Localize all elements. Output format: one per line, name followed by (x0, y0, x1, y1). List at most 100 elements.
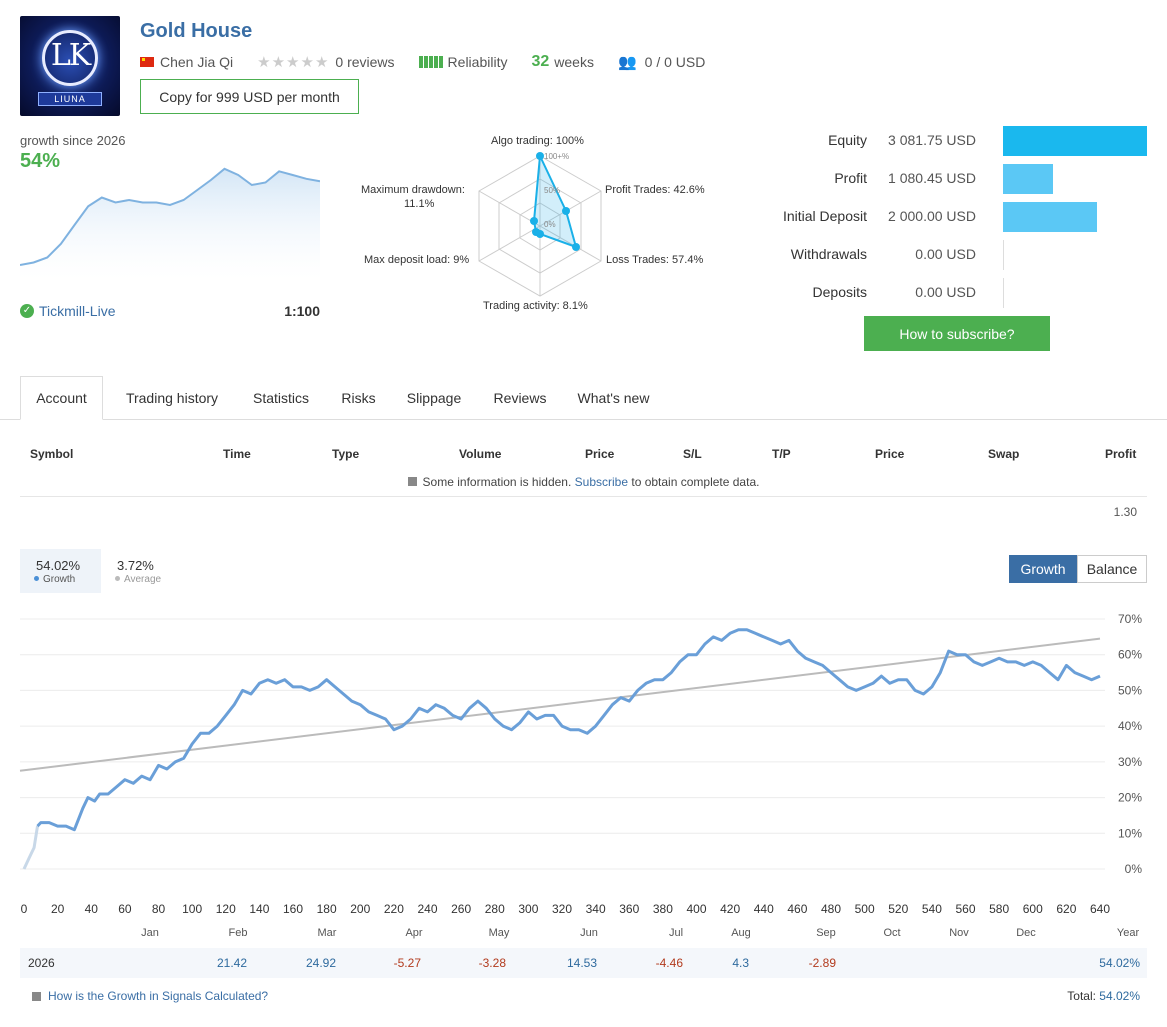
radar-label-deposit-load: Max deposit load: 9% (364, 254, 470, 266)
tab-account[interactable]: Account (20, 376, 103, 420)
average-legend: Average (115, 574, 161, 585)
x-tick-label: 580 (989, 902, 1009, 916)
tab-slippage[interactable]: Slippage (406, 390, 462, 406)
stat-value: 2 000.00 USD (888, 208, 976, 224)
footer-total-value: 54.02% (1099, 989, 1140, 1003)
column-header[interactable]: Swap (988, 447, 1020, 461)
logo-text: LK (50, 38, 91, 73)
x-tick-label: 380 (653, 902, 673, 916)
month-growth-value: 14.53 (566, 956, 597, 970)
tab-risks[interactable]: Risks (341, 390, 376, 406)
tab-reviews[interactable]: Reviews (493, 390, 547, 406)
tab-trading-history[interactable]: Trading history (125, 390, 219, 406)
signal-title[interactable]: Gold House (140, 20, 253, 42)
x-tick-label: 340 (586, 902, 606, 916)
radar-point-algo[interactable] (536, 152, 544, 160)
x-tick-label: 520 (888, 902, 908, 916)
x-tick-label: 200 (350, 902, 370, 916)
y-tick-label: 30% (1118, 755, 1142, 769)
column-header[interactable]: Profit (1105, 447, 1137, 461)
stat-label: Initial Deposit (782, 208, 867, 224)
stat-value: 3 081.75 USD (888, 132, 976, 148)
x-tick-label: 140 (249, 902, 269, 916)
x-tick-label: 160 (283, 902, 303, 916)
growth-summary-box[interactable]: 54.02% Growth (20, 549, 101, 593)
stat-label: Deposits (812, 284, 867, 300)
month-growth-value: -4.46 (655, 956, 683, 970)
average-line (19, 637, 1101, 772)
how-to-subscribe-button[interactable]: How to subscribe? (864, 316, 1050, 351)
table-total-profit: 1.30 (1113, 505, 1137, 519)
x-tick-label: 460 (787, 902, 807, 916)
broker[interactable]: ✓ Tickmill-Live (20, 303, 115, 319)
radar-scale-50: 50% (544, 186, 561, 195)
y-tick-label: 40% (1118, 719, 1142, 733)
month-header: Nov (949, 927, 969, 939)
stat-label: Withdrawals (790, 246, 867, 262)
x-tick-label: 0 (21, 902, 28, 916)
month-growth-value: 21.42 (216, 956, 247, 970)
x-tick-label: 80 (152, 902, 166, 916)
growth-calc-link-text[interactable]: How is the Growth in Signals Calculated? (48, 989, 269, 1003)
weeks-number: 32 (531, 53, 550, 70)
verified-check-icon: ✓ (20, 304, 34, 318)
x-tick-label: 640 (1090, 902, 1110, 916)
y-tick-label: 20% (1118, 791, 1142, 805)
growth-calc-link[interactable]: How is the Growth in Signals Calculated? (32, 989, 268, 1003)
average-legend-label: Average (124, 574, 162, 585)
radar-point-loss[interactable] (572, 243, 580, 251)
x-tick-label: 620 (1056, 902, 1076, 916)
reviews-count[interactable]: 0 reviews (335, 54, 395, 70)
radar-point-deposit-load[interactable] (532, 228, 540, 236)
author-name[interactable]: Chen Jia Qi (160, 54, 234, 70)
radar-point-drawdown[interactable] (530, 217, 538, 225)
mini-chart-line (20, 167, 320, 266)
stat-bar (1003, 202, 1097, 232)
month-growth-value: 24.92 (305, 956, 336, 970)
y-tick-label: 50% (1118, 683, 1142, 697)
column-header[interactable]: Price (585, 447, 615, 461)
copy-button[interactable]: Copy for 999 USD per month (140, 79, 359, 114)
column-header[interactable]: Volume (459, 447, 502, 461)
footer-total-label: Total: (1067, 989, 1096, 1003)
leverage: 1:100 (284, 303, 320, 319)
broker-name[interactable]: Tickmill-Live (39, 303, 116, 319)
radar-label-profit: Profit Trades: 42.6% (605, 184, 705, 196)
radar-label-activity: Trading activity: 8.1% (483, 300, 588, 312)
radar-label-algo: Algo trading: 100% (491, 135, 584, 147)
stat-bar (1003, 240, 1004, 270)
x-tick-label: 300 (518, 902, 538, 916)
column-header[interactable]: Time (223, 447, 251, 461)
month-header: Oct (883, 927, 901, 939)
x-tick-label: 500 (855, 902, 875, 916)
stat-value: 0.00 USD (915, 284, 976, 300)
tab-statistics[interactable]: Statistics (252, 390, 309, 406)
x-tick-label: 180 (317, 902, 337, 916)
x-tick-label: 320 (552, 902, 572, 916)
month-growth-value: -3.28 (478, 956, 506, 970)
tab-what-s-new[interactable]: What's new (577, 390, 650, 406)
column-header[interactable]: Symbol (30, 447, 74, 461)
growth-line-start (22, 825, 39, 870)
year-label: 2026 (28, 956, 55, 970)
column-header[interactable]: S/L (683, 447, 702, 461)
column-header[interactable]: Type (332, 447, 360, 461)
radar-point-profit[interactable] (562, 207, 570, 215)
column-header[interactable]: Price (875, 447, 905, 461)
growth-line[interactable] (36, 628, 1101, 832)
column-header[interactable]: T/P (772, 447, 791, 461)
radar-scale-100: 100+% (544, 152, 570, 161)
radar-label-loss: Loss Trades: 57.4% (606, 254, 704, 266)
x-tick-label: 60 (118, 902, 132, 916)
x-tick-label: 480 (821, 902, 841, 916)
subscribe-link[interactable]: Subscribe (574, 475, 629, 489)
average-value[interactable]: 3.72% (117, 558, 154, 573)
x-tick-label: 260 (451, 902, 471, 916)
month-growth-value: -5.27 (393, 956, 421, 970)
tabs-divider (0, 419, 1167, 420)
month-header: Feb (228, 927, 248, 939)
x-tick-label: 560 (955, 902, 975, 916)
average-dot-icon (115, 576, 120, 581)
balance-toggle-button[interactable]: Balance (1077, 555, 1147, 583)
growth-toggle-button[interactable]: Growth (1009, 555, 1077, 583)
